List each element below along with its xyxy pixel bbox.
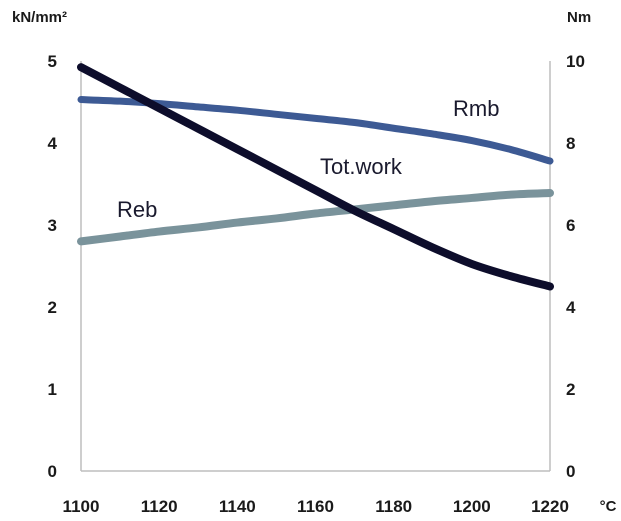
y-left-unit: kN/mm² (12, 9, 67, 26)
series-label-reb: Reb (117, 197, 157, 222)
series-labels: Rmb Reb Tot.work (117, 96, 499, 222)
y-left-tick-label: 3 (48, 216, 57, 235)
y-right-tick-label: 0 (566, 462, 575, 481)
x-tick-label: 1220 (531, 497, 569, 516)
x-tick-label: 1160 (297, 497, 334, 516)
series-label-rmb: Rmb (453, 96, 499, 121)
series-line-reb (77, 189, 554, 246)
y-left-tick-label: 2 (48, 298, 57, 317)
x-tick-label: 1120 (141, 497, 178, 516)
y-right-unit: Nm (567, 9, 591, 26)
x-tick-label: 1100 (63, 497, 100, 516)
y-right-tick-label: 2 (566, 380, 575, 399)
series-label-tot-work: Tot.work (320, 154, 403, 179)
x-tick-label: 1180 (375, 497, 412, 516)
y-left-tick-label: 1 (48, 380, 57, 399)
y-right-tick-label: 8 (566, 134, 575, 153)
x-tick-label: 1200 (453, 497, 491, 516)
y-left-tick-label: 5 (48, 52, 57, 71)
series-lines (77, 63, 554, 291)
y-right-tick-label: 10 (566, 52, 585, 71)
series-line-tot-work (77, 63, 554, 291)
y-right-tick-label: 6 (566, 216, 575, 235)
y-left-tick-label: 4 (48, 134, 58, 153)
y-left-tick-label: 0 (48, 462, 57, 481)
y-right-tick-label: 4 (566, 298, 576, 317)
x-tick-label: 1140 (219, 497, 256, 516)
x-unit: °C (600, 498, 617, 515)
axes: 0 1 2 3 4 5 0 2 4 6 8 10 1100 1120 1140 1160 1180 1200 122… (12, 9, 617, 516)
